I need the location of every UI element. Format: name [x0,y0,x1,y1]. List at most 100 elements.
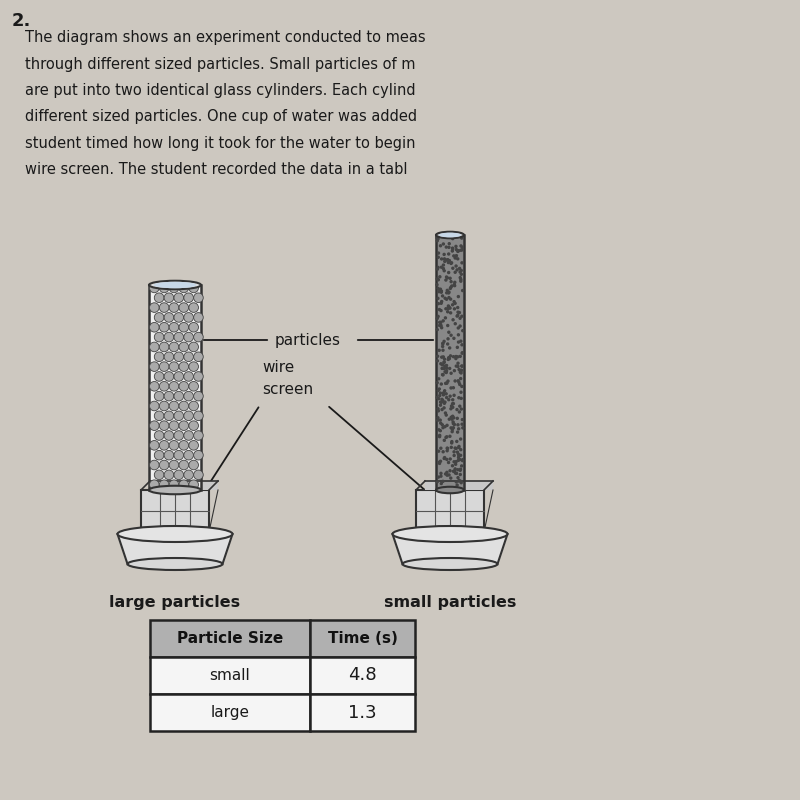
Bar [436,235,464,490]
Circle shape [438,325,441,326]
Circle shape [179,441,189,450]
Circle shape [452,267,454,270]
Circle shape [453,417,454,419]
Circle shape [440,422,442,424]
Circle shape [455,246,457,247]
Circle shape [442,480,444,482]
Circle shape [443,487,445,489]
Circle shape [164,372,174,382]
Circle shape [456,441,458,442]
Circle shape [454,447,456,449]
Bar [150,620,310,657]
Circle shape [448,291,450,293]
Circle shape [443,368,445,370]
Circle shape [179,401,189,410]
Circle shape [458,446,460,447]
Circle shape [462,418,463,421]
Ellipse shape [127,558,222,570]
Circle shape [442,320,444,322]
Circle shape [455,365,458,367]
Circle shape [437,315,439,318]
Circle shape [446,424,448,426]
Circle shape [446,290,448,291]
Circle shape [438,302,439,305]
Circle shape [437,266,439,269]
Circle shape [159,401,169,410]
Circle shape [461,365,462,367]
Circle shape [458,454,459,455]
Circle shape [150,421,159,430]
Circle shape [154,352,164,362]
Circle shape [442,264,445,266]
Circle shape [448,253,450,255]
Circle shape [448,246,450,248]
Circle shape [184,352,194,362]
Circle shape [454,284,455,286]
Circle shape [452,406,454,408]
Circle shape [179,362,189,371]
Circle shape [447,305,450,307]
Circle shape [443,458,446,459]
Circle shape [450,286,452,288]
Circle shape [446,471,448,474]
Circle shape [446,310,449,313]
Circle shape [436,240,438,242]
Circle shape [184,313,194,322]
Circle shape [450,477,452,479]
Circle shape [440,266,442,268]
Circle shape [436,284,438,286]
Circle shape [445,308,447,310]
Circle shape [460,372,462,374]
Circle shape [460,250,462,251]
Circle shape [452,398,454,401]
Circle shape [164,391,174,401]
Circle shape [460,391,462,394]
Circle shape [439,404,442,406]
Circle shape [456,315,458,317]
Circle shape [445,382,446,385]
Circle shape [438,350,440,351]
Circle shape [449,395,451,397]
Circle shape [444,371,446,373]
Circle shape [438,378,440,380]
Circle shape [154,293,164,302]
Circle shape [440,482,442,485]
Circle shape [442,356,444,358]
Circle shape [450,416,452,418]
Circle shape [450,387,452,389]
Circle shape [458,327,459,329]
Text: screen: screen [262,382,313,397]
Circle shape [460,270,462,271]
Circle shape [452,386,454,389]
Circle shape [457,366,459,367]
Circle shape [184,372,194,382]
Circle shape [436,329,438,330]
Bar [310,620,415,657]
Text: 1.3: 1.3 [348,703,377,722]
Circle shape [437,408,439,410]
Circle shape [457,477,459,478]
Circle shape [450,287,451,290]
Circle shape [439,245,442,246]
Circle shape [452,415,454,418]
Circle shape [174,470,183,480]
Circle shape [184,391,194,401]
Circle shape [184,450,194,460]
Circle shape [453,470,454,472]
Circle shape [443,361,445,363]
Circle shape [159,322,169,332]
Circle shape [462,352,463,354]
Circle shape [451,402,454,405]
Circle shape [454,282,456,283]
Circle shape [445,279,447,281]
Circle shape [184,293,194,302]
Circle shape [169,382,178,391]
Circle shape [446,488,449,490]
Circle shape [444,298,446,299]
Bar [425,481,493,490]
Bar [141,490,209,532]
Circle shape [448,292,450,294]
Circle shape [441,367,443,370]
Circle shape [174,332,183,342]
Circle shape [436,235,438,238]
